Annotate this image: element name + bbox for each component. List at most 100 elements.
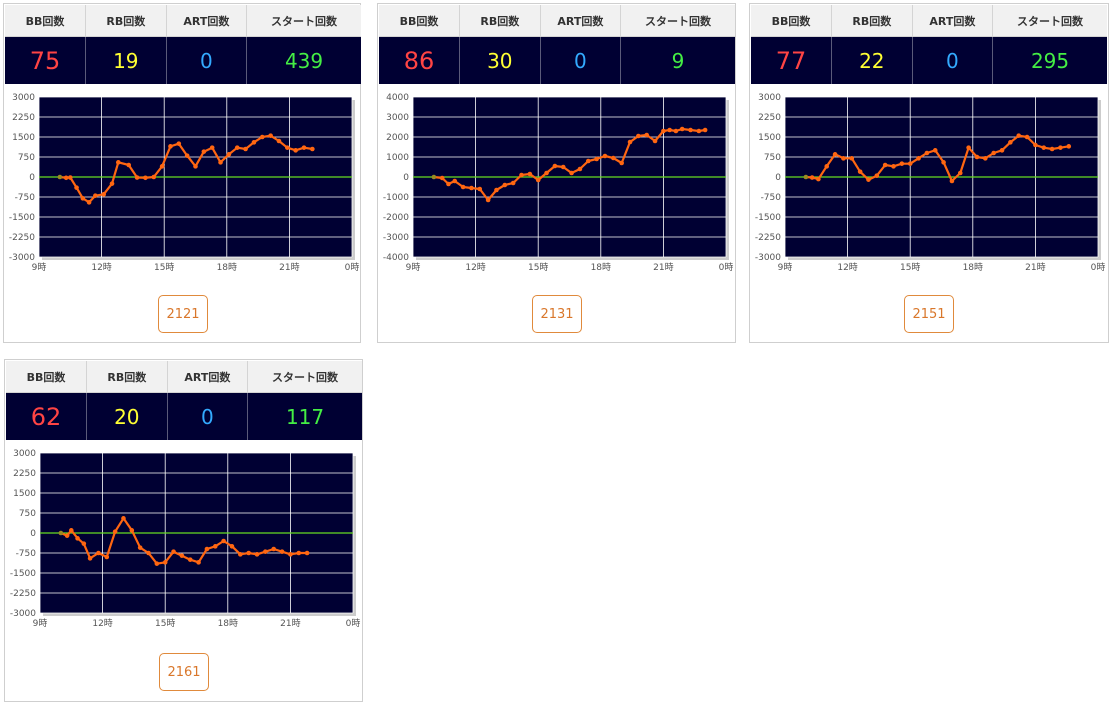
data-point (602, 153, 608, 159)
data-point (667, 127, 672, 133)
data-point (874, 173, 880, 178)
data-point (1008, 140, 1013, 145)
y-tick-label: -2250 (9, 233, 35, 243)
machine-number-button[interactable]: 2121 (158, 295, 208, 333)
x-tick-label: 15時 (155, 618, 175, 629)
data-point (916, 156, 921, 161)
data-point (187, 557, 193, 562)
machine-number-button[interactable]: 2131 (532, 295, 582, 333)
data-point (999, 148, 1005, 153)
art-header: ART回数 (166, 5, 248, 37)
y-tick-label: 1500 (13, 489, 36, 499)
data-point (661, 128, 666, 134)
y-tick-label: 0 (403, 173, 409, 183)
data-point (991, 150, 996, 156)
machine-number-button[interactable]: 2151 (904, 295, 954, 333)
x-tick-label: 18時 (218, 618, 238, 629)
rb-count: 20 (86, 392, 168, 440)
data-point (702, 127, 708, 133)
bb-count: 77 (751, 36, 833, 84)
machine-card-2: BB回数 RB回数 ART回数 スタート回数 86 30 0 9 4000 300… (377, 3, 736, 343)
rb-header: RB回数 (831, 5, 913, 37)
data-point (569, 170, 574, 176)
x-tick-label: 12時 (91, 262, 111, 273)
y-tick-label: -2000 (383, 213, 409, 223)
y-tick-label: -1000 (383, 193, 409, 203)
data-point (285, 145, 290, 150)
data-point (171, 549, 176, 554)
machine-number-button[interactable]: 2161 (159, 653, 209, 691)
data-point (446, 181, 451, 187)
data-point (535, 177, 541, 183)
y-tick-label: -1500 (9, 213, 35, 223)
data-point (129, 528, 135, 533)
data-point (268, 133, 273, 138)
x-tick-label: 0時 (346, 618, 361, 629)
y-tick-label: -750 (761, 193, 782, 203)
x-tick-label: 15時 (154, 262, 174, 273)
start-header: スタート回数 (247, 361, 362, 393)
data-point (201, 149, 207, 154)
data-point (803, 174, 809, 180)
y-tick-label: -3000 (9, 253, 35, 263)
y-tick-label: 2250 (12, 113, 35, 123)
rb-count: 22 (831, 36, 913, 84)
data-point (611, 155, 616, 161)
x-tick-label: 21時 (1025, 262, 1045, 273)
y-tick-label: -3000 (755, 253, 781, 263)
y-tick-label: -750 (15, 193, 36, 203)
data-point (126, 162, 132, 168)
data-point (594, 156, 599, 162)
y-tick-label: 0 (29, 173, 35, 183)
y-tick-label: -1500 (10, 569, 36, 579)
bb-header: BB回数 (6, 361, 88, 393)
art-count: 0 (167, 392, 249, 440)
x-tick-label: 15時 (900, 262, 920, 273)
data-point (696, 128, 702, 134)
data-point (196, 560, 201, 565)
data-point (1016, 133, 1022, 138)
y-tick-label: -2250 (10, 589, 36, 599)
rb-header: RB回数 (85, 5, 167, 37)
y-tick-label: -1500 (755, 213, 781, 223)
data-point (63, 175, 69, 181)
data-point (204, 546, 210, 552)
y-tick-label: 2000 (386, 133, 409, 143)
art-count: 0 (540, 36, 622, 84)
data-point (121, 516, 126, 521)
data-point (87, 556, 93, 561)
x-tick-label: 9時 (33, 618, 48, 629)
x-tick-label: 12時 (92, 618, 112, 629)
data-point (304, 550, 310, 556)
data-point (485, 197, 491, 203)
data-point (857, 169, 863, 174)
data-point (74, 185, 79, 190)
data-point (293, 148, 298, 153)
data-point (75, 536, 80, 541)
data-point (816, 176, 821, 182)
art-header: ART回数 (912, 5, 994, 37)
data-point (279, 549, 285, 554)
start-count: 295 (992, 36, 1107, 84)
x-tick-label: 18時 (963, 262, 983, 273)
y-tick-label: 1500 (758, 133, 781, 143)
y-tick-label: -750 (16, 549, 37, 559)
data-point (159, 164, 165, 169)
rb-count: 19 (85, 36, 167, 84)
data-point (832, 152, 838, 157)
start-count: 9 (620, 36, 735, 84)
data-point (209, 145, 215, 150)
data-point (957, 170, 963, 176)
x-tick-label: 9時 (778, 262, 793, 273)
data-point (560, 164, 566, 170)
y-tick-label: 4000 (386, 93, 409, 103)
data-point (234, 145, 240, 150)
x-tick-label: 12時 (837, 262, 857, 273)
y-tick-label: 1500 (12, 133, 35, 143)
data-point (301, 145, 307, 150)
data-point (57, 174, 63, 180)
data-point (1033, 142, 1038, 148)
data-point (619, 160, 624, 166)
